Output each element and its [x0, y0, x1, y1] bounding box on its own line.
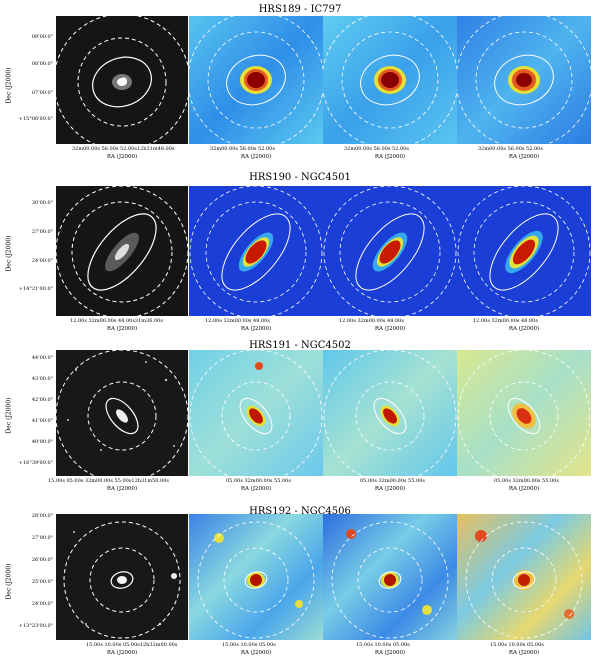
dec-tick: 41'00.0": [31, 418, 53, 424]
dec-tick: 43'00.0": [31, 376, 53, 382]
galaxy-row-2: HRS190 - NGC4501 Dec (J2000) 30'00.0" 27…: [0, 172, 600, 334]
dec-tick: 07'00.0": [31, 90, 53, 96]
dec-tick: +15°06'00.0": [18, 116, 53, 122]
map-panel-2: [323, 514, 457, 640]
ra-axis-label: RA (J2000): [508, 650, 540, 656]
optical-image: [56, 350, 188, 476]
flux-map: [323, 186, 457, 316]
ra-axis-label: RA (J2000): [106, 650, 138, 656]
map-panel-2: [323, 186, 457, 316]
optical-image: [56, 186, 188, 316]
map-panel-1: [189, 186, 323, 316]
optical-image: [63, 521, 181, 639]
dec-tick: 25'00.0": [31, 579, 53, 585]
map-panel-3: [457, 186, 591, 316]
flux-map: [323, 16, 457, 144]
dec-tick: 40'00.0": [31, 439, 53, 445]
ra-tick: 15.00s 05.00s 32m00.00s 55.00s12h31m50.0…: [48, 478, 169, 484]
ra-tick: 15.00s 10.00s 05.00s: [222, 642, 276, 648]
flux-map: [189, 350, 323, 476]
row-title: HRS190 - NGC4501: [249, 172, 351, 183]
dec-tick: 24'00.0": [31, 601, 53, 607]
optical-image: [56, 16, 188, 144]
dec-tick: +14°21'00.0": [18, 286, 53, 292]
ra-tick: 15.00s 10.00s 05.00s: [490, 642, 544, 648]
ra-axis-label: RA (J2000): [106, 154, 138, 160]
dec-tick: 09'00.0": [31, 34, 53, 40]
dec-tick: 24'00.0": [31, 258, 53, 264]
dec-tick: +16°39'00.0": [18, 460, 53, 466]
ra-tick: 05.00s 32m00.00s 55.00s: [360, 478, 425, 484]
ra-axis-label: RA (J2000): [508, 326, 540, 332]
row-title: HRS189 - IC797: [258, 4, 342, 15]
ra-axis-label: RA (J2000): [374, 650, 406, 656]
map-panel-2: [323, 350, 457, 476]
map-panel-2: [323, 16, 457, 144]
dec-tick: 27'00.0": [31, 535, 53, 541]
map-panel-1: [189, 16, 323, 144]
flux-map: [457, 186, 591, 316]
dec-tick: 26'00.0": [31, 557, 53, 563]
optical-image-panel: [56, 514, 188, 640]
ra-axis-label: RA (J2000): [508, 154, 540, 160]
flux-map: [323, 350, 457, 476]
map-panel-3: [457, 514, 591, 640]
ra-axis-label: RA (J2000): [106, 486, 138, 492]
galaxy-row-1: HRS189 - IC797 Dec (J2000) 09'00.0" 08'0…: [0, 4, 600, 166]
ra-axis-label: RA (J2000): [240, 154, 272, 160]
dec-tick: 42'00.0": [31, 397, 53, 403]
ra-tick: 12.00s 32m00.00s 48.00s31m36.00s: [70, 318, 163, 324]
ra-tick: 32m00.00s 56.00s 52.00s: [478, 146, 543, 152]
dec-tick: 27'00.0": [31, 229, 53, 235]
ra-tick: 15.00s 10.00s 05.00s: [356, 642, 410, 648]
flux-map: [457, 16, 591, 144]
flux-map: [189, 16, 323, 144]
dec-tick: 44'00.0": [31, 355, 53, 361]
flux-map: [197, 521, 315, 639]
ra-tick: 12.00s 32m00.00s 48.00s: [473, 318, 538, 324]
map-panel-3: [457, 350, 591, 476]
flux-map: [457, 350, 591, 476]
ra-axis-label: RA (J2000): [240, 650, 272, 656]
map-panel-3: [457, 16, 591, 144]
optical-image-panel: [56, 16, 188, 144]
ra-tick: 15.00s 10.00s 05.00s12h32m00.00s: [86, 642, 178, 648]
row-title: HRS192 - NGC4506: [249, 506, 351, 517]
dec-tick: +13°23'00.0": [18, 623, 53, 629]
ra-tick: 05.00s 32m00.00s 55.00s: [494, 478, 559, 484]
flux-map: [189, 186, 323, 316]
galaxy-row-3: HRS191 - NGC4502 Dec (J2000) 44'00.0" 43…: [0, 340, 600, 502]
flux-map: [465, 521, 583, 639]
ra-tick: 05.00s 32m00.00s 55.00s: [226, 478, 291, 484]
ra-axis-label: RA (J2000): [508, 486, 540, 492]
ra-axis-label: RA (J2000): [374, 326, 406, 332]
ra-tick: 12.00s 32m00.00s 48.00s: [339, 318, 404, 324]
ra-axis-label: RA (J2000): [106, 326, 138, 332]
ra-tick: 32m00.00s 56.00s 52.00s: [210, 146, 275, 152]
dec-axis-label: Dec (J2000): [5, 397, 13, 434]
dec-tick: 08'00.0": [31, 61, 53, 67]
ra-axis-label: RA (J2000): [240, 486, 272, 492]
map-panel-1: [189, 350, 323, 476]
ra-axis-label: RA (J2000): [374, 154, 406, 160]
dec-tick: 28'00.0": [31, 513, 53, 519]
ra-axis-label: RA (J2000): [240, 326, 272, 332]
ra-axis-label: RA (J2000): [374, 486, 406, 492]
dec-tick: 30'00.0": [31, 200, 53, 206]
galaxy-row-4: HRS192 - NGC4506 Dec (J2000) 28'00.0" 27…: [0, 506, 600, 663]
row-title: HRS191 - NGC4502: [249, 340, 351, 351]
ra-tick: 32m00.00s 56.00s 52.00s: [344, 146, 409, 152]
flux-map: [331, 521, 449, 639]
ra-tick: 32m00.00s 56.00s 52.00s12h31m48.00s: [72, 146, 175, 152]
optical-image-panel: [56, 350, 188, 476]
optical-image-panel: [56, 186, 188, 316]
ra-tick: 12.00s 32m00.00s 48.00s: [205, 318, 270, 324]
map-panel-1: [189, 514, 323, 640]
